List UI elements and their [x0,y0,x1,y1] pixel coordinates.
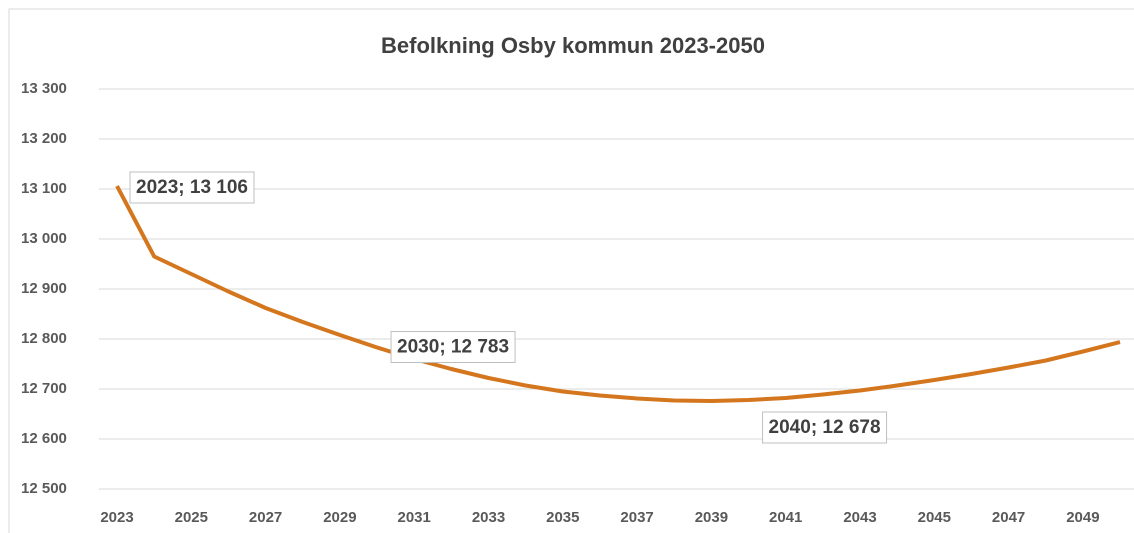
x-tick-label: 2039 [695,509,728,526]
x-tick-label: 2049 [1066,509,1099,526]
y-tick-label: 12 700 [21,380,67,397]
data-label-text: 2040; 12 678 [769,417,881,438]
data-label: 2023; 13 106 [129,171,255,204]
chart-title: Befolkning Osby kommun 2023-2050 [381,33,765,58]
data-label-box [762,411,888,444]
x-tick-label: 2031 [398,509,431,526]
x-tick-label: 2041 [769,509,802,526]
y-tick-label: 13 000 [21,230,67,247]
x-tick-label: 2029 [323,509,356,526]
y-tick-label: 13 200 [21,130,67,147]
x-tick-label: 2035 [546,509,579,526]
y-tick-label: 12 600 [21,430,67,447]
x-tick-label: 2033 [472,509,505,526]
x-tick-label: 2025 [175,509,208,526]
data-label-text: 2023; 13 106 [136,177,248,198]
x-tick-label: 2047 [992,509,1025,526]
y-tick-label: 12 500 [21,480,67,497]
data-label: 2040; 12 678 [762,411,888,444]
x-tick-label: 2037 [620,509,653,526]
chart-frame [8,8,1134,533]
y-tick-label: 13 100 [21,180,67,197]
data-label-box [390,331,516,363]
data-label: 2030; 12 783 [390,331,516,363]
x-tick-label: 2045 [918,509,951,526]
data-line [115,185,1121,403]
data-label-text: 2030; 12 783 [397,337,509,358]
x-tick-label: 2043 [843,509,876,526]
data-label-box [129,171,255,204]
y-tick-label: 12 900 [21,280,67,297]
x-tick-label: 2027 [249,509,282,526]
x-tick-label: 2023 [100,509,133,526]
y-tick-label: 13 300 [21,80,67,97]
y-tick-label: 12 800 [21,330,67,347]
